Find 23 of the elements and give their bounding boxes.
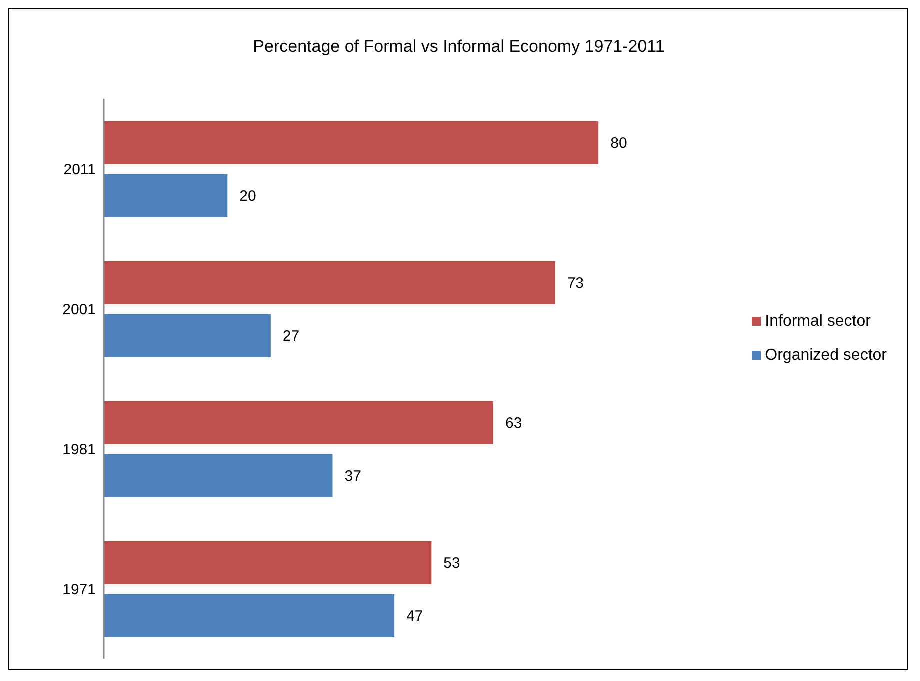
bar bbox=[104, 594, 395, 638]
data-label: 63 bbox=[506, 415, 522, 432]
data-label: 37 bbox=[344, 468, 362, 486]
data-label: 47 bbox=[406, 608, 424, 626]
data-label: 27 bbox=[282, 328, 300, 346]
bar bbox=[104, 541, 432, 584]
data-label: 80 bbox=[610, 135, 628, 152]
y-tick-label: 2011 bbox=[64, 161, 96, 178]
bar bbox=[104, 121, 599, 164]
legend-label: Informal sector bbox=[765, 313, 871, 330]
bar bbox=[104, 454, 333, 498]
bar bbox=[104, 174, 228, 218]
y-tick-label: 1971 bbox=[62, 581, 96, 598]
legend-label: Organized sector bbox=[765, 347, 887, 364]
y-tick-label: 1981 bbox=[62, 441, 96, 458]
bar bbox=[104, 261, 556, 304]
data-label: 53 bbox=[444, 555, 460, 572]
y-tick-label: 2001 bbox=[62, 301, 96, 318]
bar bbox=[104, 314, 271, 358]
bar bbox=[104, 401, 494, 444]
chart-title: Percentage of Formal vs Informal Economy 1971-2011 bbox=[252, 37, 666, 57]
data-label: 20 bbox=[240, 188, 256, 206]
data-label: 73 bbox=[567, 275, 584, 292]
